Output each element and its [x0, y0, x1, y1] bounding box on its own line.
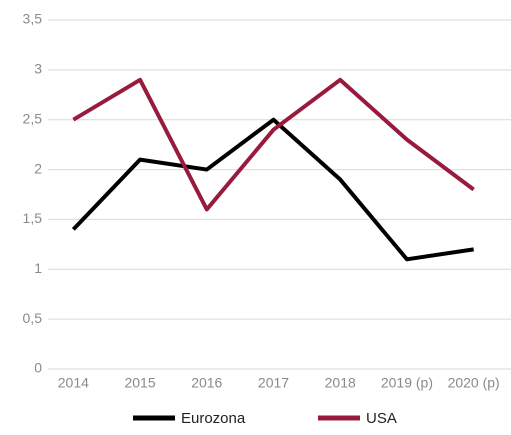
y-tick-label: 0 — [34, 360, 42, 376]
y-tick-label: 2 — [34, 160, 42, 176]
x-tick-label: 2016 — [191, 375, 222, 391]
series-line — [71, 117, 474, 262]
x-tick-label: 2020 (p) — [448, 375, 500, 391]
y-tick-label: 3,5 — [23, 11, 43, 27]
y-tick-label: 1,5 — [23, 210, 43, 226]
y-tick-label: 3 — [34, 61, 42, 77]
y-tick-label: 2,5 — [23, 110, 43, 126]
y-tick-label: 0,5 — [23, 310, 43, 326]
x-tick-label: 2015 — [124, 375, 155, 391]
legend-label: USA — [366, 410, 397, 427]
x-tick-label: 2018 — [325, 375, 356, 391]
series-line — [72, 77, 475, 212]
x-tick-label: 2017 — [258, 375, 289, 391]
y-tick-label: 1 — [34, 260, 42, 276]
legend-label: Eurozona — [181, 410, 246, 427]
x-tick-label: 2019 (p) — [381, 375, 433, 391]
x-tick-label: 2014 — [58, 375, 89, 391]
